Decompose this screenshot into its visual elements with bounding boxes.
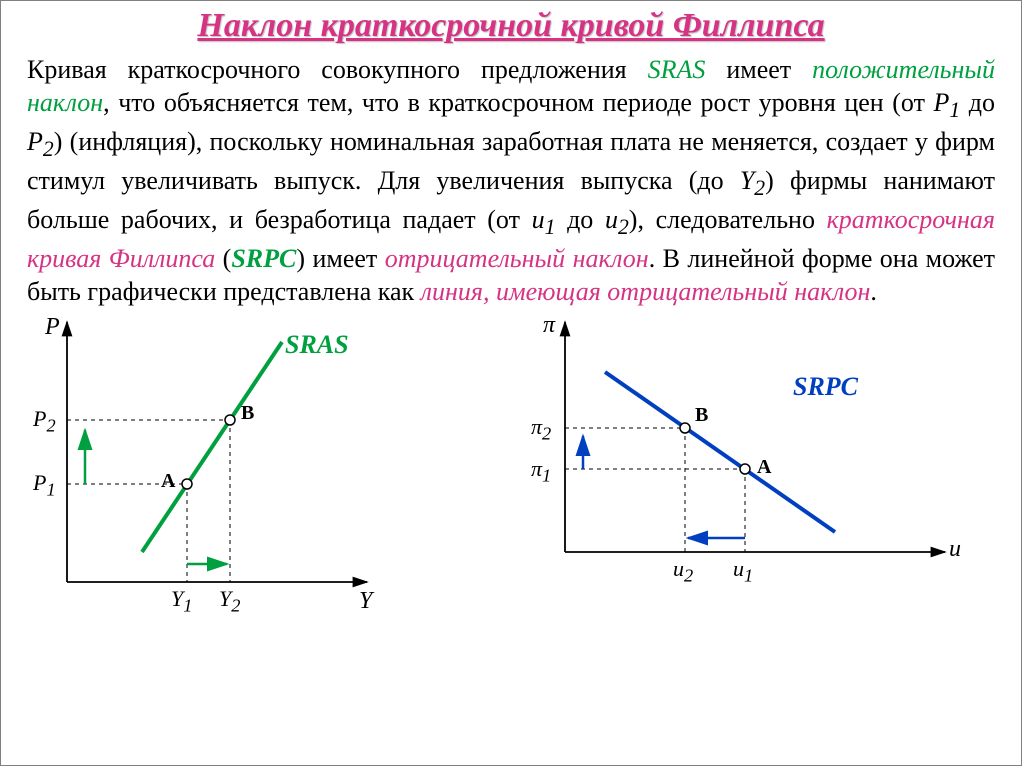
y-axis-label-pi: π (543, 312, 555, 339)
srpc-curve-label: SRPC (793, 372, 858, 402)
sras-svg (27, 312, 487, 622)
text-run: ( (215, 244, 231, 273)
P1-var: P1 (933, 88, 960, 117)
point-A-label: A (757, 456, 771, 479)
tick-u2: u2 (673, 556, 693, 586)
text-run: ), следовательно (629, 205, 827, 234)
u1-var: u1 (532, 205, 556, 234)
point-B (225, 415, 235, 425)
x-axis-label-u: u (949, 536, 961, 563)
sras-term: SRAS (648, 55, 706, 84)
text-run: ) имеет (296, 244, 384, 273)
srpc-term: SRPC (231, 244, 296, 273)
point-A (182, 479, 192, 489)
srpc-chart: SRPC π u π2 π1 u2 u1 B A (525, 312, 995, 622)
tick-P2: P2 (33, 406, 56, 436)
text-run: Кривая краткосрочного совокупного предло… (27, 55, 648, 84)
tick-u1: u1 (733, 556, 753, 586)
tick-pi2: π2 (531, 414, 551, 444)
graphs-row: SRAS P Y P2 P1 Y1 Y2 A B (27, 312, 995, 622)
x-axis-label-Y: Y (359, 588, 372, 615)
negative-slope-term: отрицательный наклон (385, 244, 649, 273)
body-paragraph: Кривая краткосрочного совокупного предло… (27, 53, 995, 308)
text-run: до (555, 205, 605, 234)
sras-chart: SRAS P Y P2 P1 Y1 Y2 A B (27, 312, 487, 622)
y-axis-label-P: P (45, 314, 60, 341)
text-run: до (960, 88, 995, 117)
point-B-label: B (241, 402, 254, 425)
u2-var: u2 (605, 205, 629, 234)
text-run: . (870, 277, 877, 306)
P2-var: P2 (27, 127, 54, 156)
text-run: , что объясняется тем, что в краткосрочн… (103, 88, 933, 117)
Y2-var: Y2 (740, 166, 765, 195)
tick-P1: P1 (33, 470, 56, 500)
point-A-label: A (161, 470, 175, 493)
tick-pi1: π1 (531, 456, 551, 486)
point-A (740, 464, 750, 474)
tick-Y1: Y1 (171, 586, 192, 616)
sras-curve (142, 342, 282, 552)
tick-Y2: Y2 (219, 586, 240, 616)
slide-title: Наклон краткосрочной кривой Филлипса (27, 7, 995, 45)
point-B-label: B (695, 404, 708, 427)
sras-curve-label: SRAS (285, 330, 349, 360)
point-B (680, 423, 690, 433)
line-phrase-term: линия, имеющая отрицательный наклон (421, 277, 871, 306)
slide-container: Наклон краткосрочной кривой Филлипса Кри… (0, 0, 1022, 766)
text-run: имеет (705, 55, 812, 84)
